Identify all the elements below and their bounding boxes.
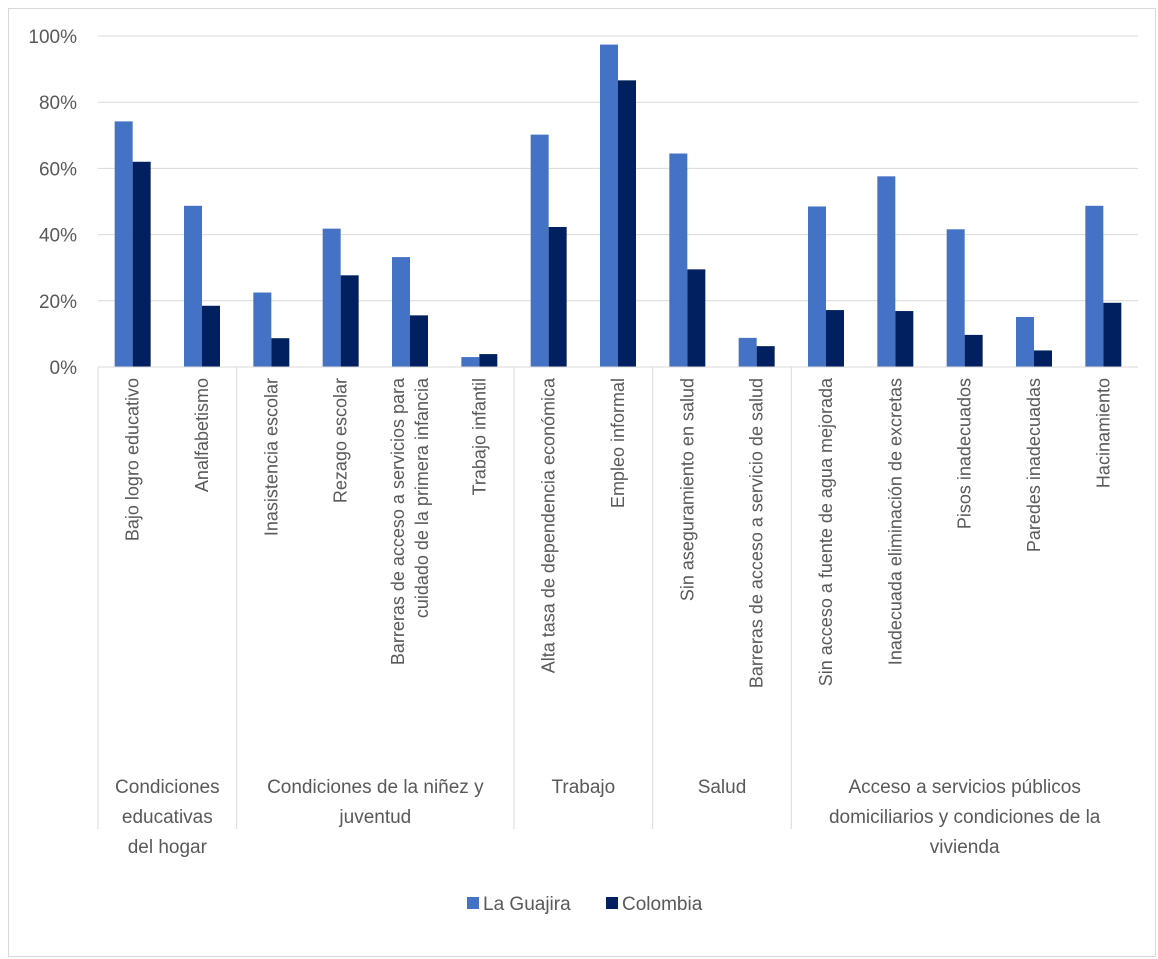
category-label: Pisos inadecuados	[955, 378, 975, 529]
y-tick-label: 80%	[39, 93, 77, 114]
bar-colombia	[895, 311, 914, 367]
legend-label: La Guajira	[483, 894, 571, 915]
group-label: Condiciones	[115, 777, 220, 798]
bar-la-guajira	[461, 357, 480, 367]
bar-colombia	[548, 226, 567, 367]
group-label: Acceso a servicios públicos	[849, 777, 1081, 798]
bar-colombia	[826, 310, 844, 367]
bar-la-guajira	[808, 206, 826, 367]
category-label: cuidado de la primera infancia	[412, 377, 432, 618]
bar-la-guajira	[600, 44, 618, 368]
legend-label: Colombia	[622, 894, 703, 915]
bar-colombia	[618, 80, 636, 367]
bar-la-guajira	[114, 121, 133, 367]
bar-la-guajira	[322, 228, 341, 367]
category-label: Inasistencia escolar	[261, 378, 281, 536]
group-label: Condiciones de la niñez y	[267, 777, 484, 798]
bars	[114, 44, 1122, 368]
chart-area-border	[8, 8, 1156, 957]
legend: La Guajira Colombia	[467, 894, 703, 915]
legend-swatch	[606, 897, 618, 909]
y-tick-label: 20%	[39, 292, 77, 313]
bar-la-guajira	[877, 176, 896, 367]
category-label: Empleo informal	[608, 378, 628, 508]
bar-la-guajira	[1016, 317, 1034, 367]
group-label: del hogar	[128, 837, 208, 858]
bar-colombia	[271, 338, 290, 367]
group-label: Trabajo	[551, 777, 615, 798]
bar-la-guajira	[392, 257, 410, 367]
y-axis-ticks: 0% 20% 40% 60% 80% 100%	[28, 27, 77, 379]
legend-swatch	[467, 897, 479, 909]
bar-la-guajira	[1085, 205, 1104, 367]
category-label: Sin aseguramiento en salud	[677, 378, 697, 601]
category-label: Barreras de acceso a servicio de salud	[747, 378, 767, 688]
category-label: Sin acceso a fuente de agua mejorada	[816, 377, 836, 686]
bar-colombia	[202, 305, 220, 367]
bar-colombia	[479, 354, 498, 367]
group-label: vivienda	[930, 837, 1000, 858]
group-label: juventud	[338, 807, 411, 828]
bar-la-guajira	[184, 205, 202, 367]
y-tick-label: 40%	[39, 226, 77, 247]
bar-colombia	[756, 346, 775, 367]
category-label: Paredes inadecuadas	[1024, 378, 1044, 552]
x-axis	[97, 366, 1138, 829]
bar-colombia	[132, 161, 151, 367]
y-tick-label: 100%	[28, 27, 77, 48]
bar-colombia	[410, 315, 428, 367]
group-label: Salud	[698, 777, 747, 798]
category-labels: Bajo logro educativo Analfabetismo Inasist…	[123, 377, 1114, 688]
bar-colombia	[1103, 302, 1122, 367]
category-label: Inadecuada eliminación de excretas	[885, 378, 905, 665]
category-label: Hacinamiento	[1093, 378, 1113, 488]
group-label: educativas	[122, 807, 213, 828]
category-label: Rezago escolar	[331, 378, 351, 503]
bar-la-guajira	[530, 134, 549, 367]
bar-colombia	[964, 334, 983, 367]
category-label: Analfabetismo	[192, 378, 212, 492]
bar-la-guajira	[253, 292, 272, 367]
y-tick-label: 60%	[39, 159, 77, 180]
bar-colombia	[687, 269, 706, 367]
bar-la-guajira	[669, 153, 688, 367]
category-label: Bajo logro educativo	[123, 378, 143, 541]
group-labels: Condiciones educativas del hogar Condicione…	[115, 777, 1101, 858]
bar-colombia	[340, 275, 359, 367]
bar-colombia	[1034, 350, 1052, 367]
bar-la-guajira	[738, 337, 757, 367]
category-label: Barreras de acceso a servicios para	[388, 377, 408, 665]
category-label: Alta tasa de dependencia económica	[539, 377, 559, 673]
category-label: Trabajo infantil	[469, 378, 489, 495]
group-label: domiciliarios y condiciones de la	[829, 807, 1101, 828]
y-tick-label: 0%	[50, 358, 78, 379]
bar-la-guajira	[946, 229, 965, 367]
